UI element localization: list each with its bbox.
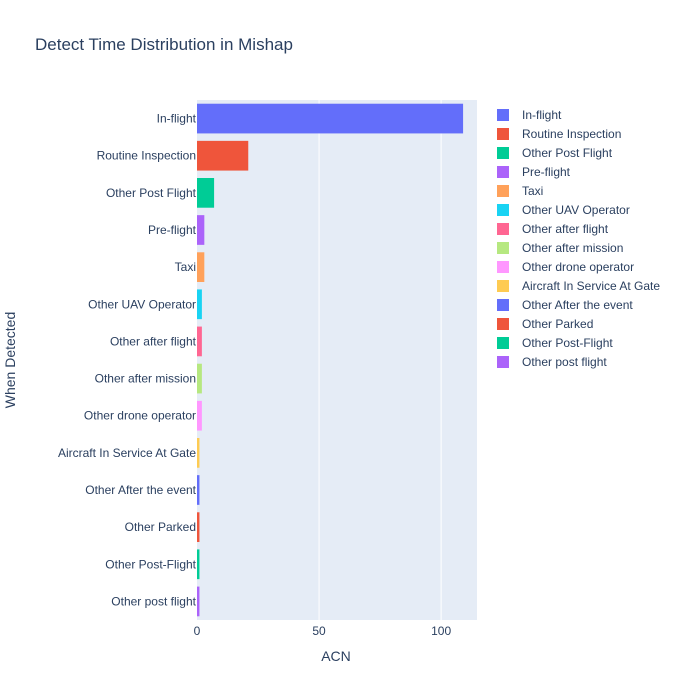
x-tick-label: 100 bbox=[431, 624, 451, 638]
legend-item[interactable]: Other After the event bbox=[497, 298, 633, 312]
legend-swatch bbox=[497, 185, 509, 197]
y-tick-label: Aircraft In Service At Gate bbox=[58, 446, 196, 460]
legend-item[interactable]: Routine Inspection bbox=[497, 127, 621, 141]
y-tick-label: Routine Inspection bbox=[97, 149, 196, 163]
legend-label: Other UAV Operator bbox=[522, 203, 630, 217]
y-tick-label: Other drone operator bbox=[84, 409, 196, 423]
bar[interactable] bbox=[197, 475, 200, 505]
y-tick-label: Other UAV Operator bbox=[88, 297, 196, 311]
legend-item[interactable]: In-flight bbox=[497, 108, 562, 122]
y-axis-title: When Detected bbox=[2, 312, 18, 409]
legend-swatch bbox=[497, 166, 509, 178]
legend-swatch bbox=[497, 337, 509, 349]
legend-swatch bbox=[497, 299, 509, 311]
legend-label: Pre-flight bbox=[522, 165, 571, 179]
legend-item[interactable]: Other after mission bbox=[497, 241, 623, 255]
bars bbox=[197, 103, 464, 617]
y-tick-label: Taxi bbox=[175, 260, 196, 274]
legend-item[interactable]: Pre-flight bbox=[497, 165, 571, 179]
y-tick-label: Other post flight bbox=[111, 594, 196, 608]
bar[interactable] bbox=[197, 326, 202, 357]
gridlines bbox=[318, 100, 442, 620]
legend-item[interactable]: Other Parked bbox=[497, 317, 593, 331]
legend-label: Other Post Flight bbox=[522, 146, 613, 160]
legend-label: Other drone operator bbox=[522, 260, 634, 274]
legend-label: Other after flight bbox=[522, 222, 609, 236]
y-tick-label: Other Post-Flight bbox=[105, 557, 196, 571]
legend-swatch bbox=[497, 261, 509, 273]
legend-swatch bbox=[497, 356, 509, 368]
legend-item[interactable]: Other after flight bbox=[497, 222, 609, 236]
x-tick-labels: 0 50 100 bbox=[194, 624, 452, 638]
legend-swatch bbox=[497, 318, 509, 330]
legend-label: Routine Inspection bbox=[522, 127, 621, 141]
legend-label: Other After the event bbox=[522, 298, 633, 312]
legend-label: Aircraft In Service At Gate bbox=[522, 279, 660, 293]
y-tick-labels: In-flight Routine Inspection Other Post Fl… bbox=[58, 112, 197, 609]
y-tick-label: Other After the event bbox=[85, 483, 196, 497]
legend-label: Other after mission bbox=[522, 241, 623, 255]
x-tick-label: 50 bbox=[312, 624, 326, 638]
legend-label: Other Post-Flight bbox=[522, 336, 613, 350]
legend-item[interactable]: Other drone operator bbox=[497, 260, 634, 274]
bar[interactable] bbox=[197, 103, 464, 134]
bar[interactable] bbox=[197, 178, 215, 208]
legend-item[interactable]: Taxi bbox=[497, 184, 543, 198]
legend-swatch bbox=[497, 204, 509, 216]
legend-item[interactable]: Other Post-Flight bbox=[497, 336, 613, 350]
x-axis-title: ACN bbox=[321, 648, 351, 664]
y-tick-label: In-flight bbox=[157, 112, 197, 126]
legend-swatch bbox=[497, 280, 509, 292]
legend-swatch bbox=[497, 109, 509, 121]
legend-swatch bbox=[497, 223, 509, 235]
legend-item[interactable]: Other post flight bbox=[497, 355, 607, 369]
x-tick-label: 0 bbox=[194, 624, 201, 638]
plot-area bbox=[197, 100, 477, 620]
bar[interactable] bbox=[197, 512, 200, 542]
legend-swatch bbox=[497, 147, 509, 159]
bar[interactable] bbox=[197, 252, 205, 282]
bar[interactable] bbox=[197, 586, 200, 617]
y-tick-label: Pre-flight bbox=[148, 223, 197, 237]
y-tick-label: Other after mission bbox=[95, 372, 196, 386]
legend-label: Taxi bbox=[522, 184, 543, 198]
legend-label: Other Parked bbox=[522, 317, 593, 331]
bar[interactable] bbox=[197, 363, 202, 394]
legend-label: Other post flight bbox=[522, 355, 607, 369]
bar[interactable] bbox=[197, 400, 202, 431]
legend-item[interactable]: Other Post Flight bbox=[497, 146, 613, 160]
legend-swatch bbox=[497, 242, 509, 254]
y-tick-label: Other Parked bbox=[125, 520, 196, 534]
bar[interactable] bbox=[197, 289, 202, 320]
bar[interactable] bbox=[197, 215, 205, 245]
legend-item[interactable]: Other UAV Operator bbox=[497, 203, 630, 217]
y-tick-label: Other after flight bbox=[110, 334, 197, 348]
chart-title: Detect Time Distribution in Mishap bbox=[35, 35, 293, 54]
bar[interactable] bbox=[197, 549, 200, 580]
legend-swatch bbox=[497, 128, 509, 140]
legend-label: In-flight bbox=[522, 108, 562, 122]
bar[interactable] bbox=[197, 438, 200, 468]
y-tick-label: Other Post Flight bbox=[106, 186, 197, 200]
bar[interactable] bbox=[197, 140, 249, 171]
legend-item[interactable]: Aircraft In Service At Gate bbox=[497, 279, 660, 293]
legend[interactable]: In-flight Routine Inspection Other Post Fl… bbox=[497, 108, 660, 369]
